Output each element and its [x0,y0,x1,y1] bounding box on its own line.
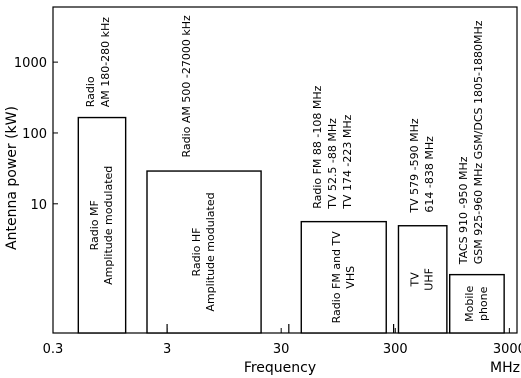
bar-rect [146,170,262,334]
frequency-annotation: Radio [84,76,97,107]
frequency-annotation: TV 52.5 -88 MHz [326,118,339,210]
bar-label: Amplitude modulated [204,192,217,311]
frequency-annotation: TV 579 -590 MHz [408,118,421,213]
frequency-annotation: TACS 910 -950 MHz [457,156,470,265]
frequency-annotation: 614 -838 MHz [423,136,436,213]
bar-label: VHS [344,266,357,289]
y-tick-label: 10 [30,198,47,213]
y-tick-label: 100 [22,127,47,142]
frequency-annotation: Radio AM 500 -27000 kHz [180,15,193,158]
x-tick-label: 3000 [493,342,521,357]
bar-rect [77,116,127,334]
frequency-annotation: AM 180-280 kHz [99,17,112,108]
x-tick-label: 0.3 [43,342,64,357]
bar-label: Amplitude modulated [102,166,115,285]
x-tick-label: 3 [163,342,171,357]
bar-label: TV [409,272,422,288]
x-tick-label: 300 [383,342,408,357]
bar-label: UHF [423,268,436,291]
bar-label: Mobile [463,286,476,322]
bar-rect [449,273,505,334]
bar-rect [300,220,387,334]
x-axis-label: Frequency [244,360,316,376]
bar-label: Radio FM and TV [330,231,343,324]
bar-label: Radio MF [88,200,101,250]
plot-frame [52,6,518,334]
bar-2: Radio HF Amplitude modulated [146,170,262,334]
y-axis-label: Antenna power (kW) [4,106,20,250]
frequency-annotation: TV 174 -223 MHz [341,114,354,209]
y-tick-label: 1000 [14,56,47,71]
bar-rect [397,225,448,334]
x-axis-unit: MHz [490,360,520,376]
bar-4: TV UHF [397,225,448,334]
bar-1: Radio MF Amplitude modulated [77,116,127,334]
frequency-annotation: GSM 925-960 MHz GSM/DCS 1805-1880MHz [472,20,485,264]
frequency-annotation: Radio FM 88 -108 MHz [311,85,324,208]
x-tick-label: 30 [273,342,290,357]
bar-5: Mobile phone [449,273,505,334]
bar-3: Radio FM and TV VHS [300,220,387,334]
bar-label: Radio HF [190,227,203,276]
bar-label: phone [477,286,490,321]
